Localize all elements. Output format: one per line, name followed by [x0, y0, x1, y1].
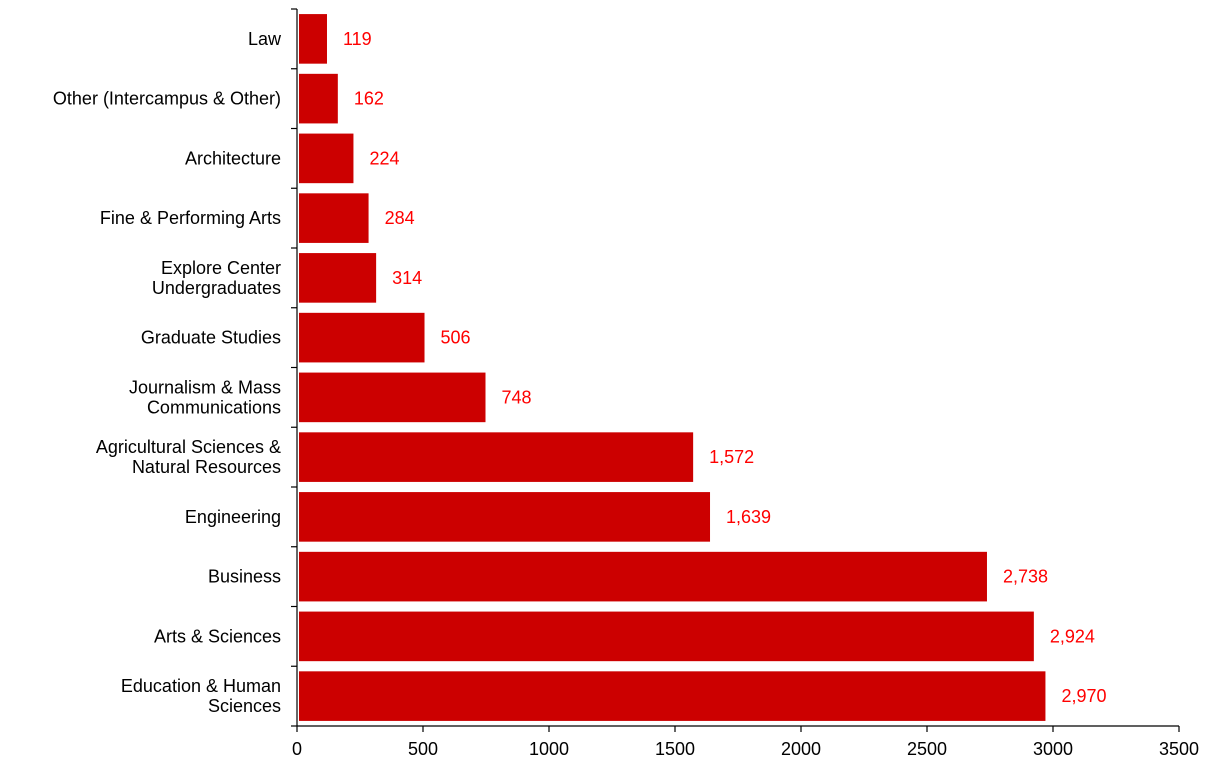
category-label-line: Agricultural Sciences & [96, 437, 281, 457]
data-label: 506 [441, 328, 471, 348]
category-label-line: Sciences [208, 696, 281, 716]
category-label: Agricultural Sciences & Natural Resources [96, 437, 281, 477]
category-label: Law [248, 29, 282, 49]
category-label: Other (Intercampus & Other) [53, 89, 281, 109]
category-label-line: Education & Human [121, 676, 281, 696]
x-tick-label: 0 [292, 739, 302, 759]
data-label: 314 [392, 268, 422, 288]
category-label-line: Engineering [185, 507, 281, 527]
category-label: Fine & Performing Arts [100, 208, 281, 228]
category-label: Arts & Sciences [154, 626, 281, 646]
category-label-line: Undergraduates [152, 278, 281, 298]
data-label: 284 [385, 208, 415, 228]
x-tick-label: 2000 [781, 739, 821, 759]
category-label: Graduate Studies [141, 328, 281, 348]
bar [299, 193, 369, 243]
bar [299, 671, 1046, 721]
x-tick-label: 500 [408, 739, 438, 759]
x-tick-label: 3000 [1033, 739, 1073, 759]
category-label: Explore Center Undergraduates [152, 258, 281, 298]
bar [299, 253, 377, 303]
bar [299, 551, 987, 602]
data-label: 2,970 [1061, 686, 1106, 706]
x-tick-label: 1000 [529, 739, 569, 759]
category-label-line: Law [248, 29, 282, 49]
data-label: 1,639 [726, 507, 771, 527]
data-label: 224 [369, 148, 399, 168]
category-label-line: Explore Center [161, 258, 281, 278]
category-label-line: Other (Intercampus & Other) [53, 89, 281, 109]
x-tick-label: 2500 [907, 739, 947, 759]
bar [299, 492, 711, 542]
bar [299, 14, 327, 64]
category-label: Journalism & Mass Communications [129, 377, 281, 417]
data-label: 162 [354, 89, 384, 109]
category-label: Engineering [185, 507, 281, 527]
bar [299, 611, 1034, 662]
bar [299, 312, 425, 363]
x-tick-label: 3500 [1159, 739, 1199, 759]
category-label-line: Graduate Studies [141, 328, 281, 348]
x-tick-label: 1500 [655, 739, 695, 759]
category-label-line: Architecture [185, 148, 281, 168]
data-label: 2,738 [1003, 567, 1048, 587]
data-label: 1,572 [709, 447, 754, 467]
category-label-line: Fine & Performing Arts [100, 208, 281, 228]
data-label: 119 [343, 29, 372, 49]
category-label-line: Natural Resources [132, 457, 281, 477]
data-label: 2,924 [1050, 626, 1095, 646]
bar [299, 73, 338, 124]
category-label-line: Communications [147, 397, 281, 417]
category-label: Education & Human Sciences [121, 676, 281, 716]
bar [299, 372, 486, 423]
bar [299, 432, 694, 482]
bar [299, 133, 354, 184]
category-label-line: Arts & Sciences [154, 626, 281, 646]
data-label: 748 [501, 387, 531, 407]
category-label: Architecture [185, 148, 281, 168]
category-label-line: Journalism & Mass [129, 377, 281, 397]
category-label: Business [208, 567, 281, 587]
category-label-line: Business [208, 567, 281, 587]
